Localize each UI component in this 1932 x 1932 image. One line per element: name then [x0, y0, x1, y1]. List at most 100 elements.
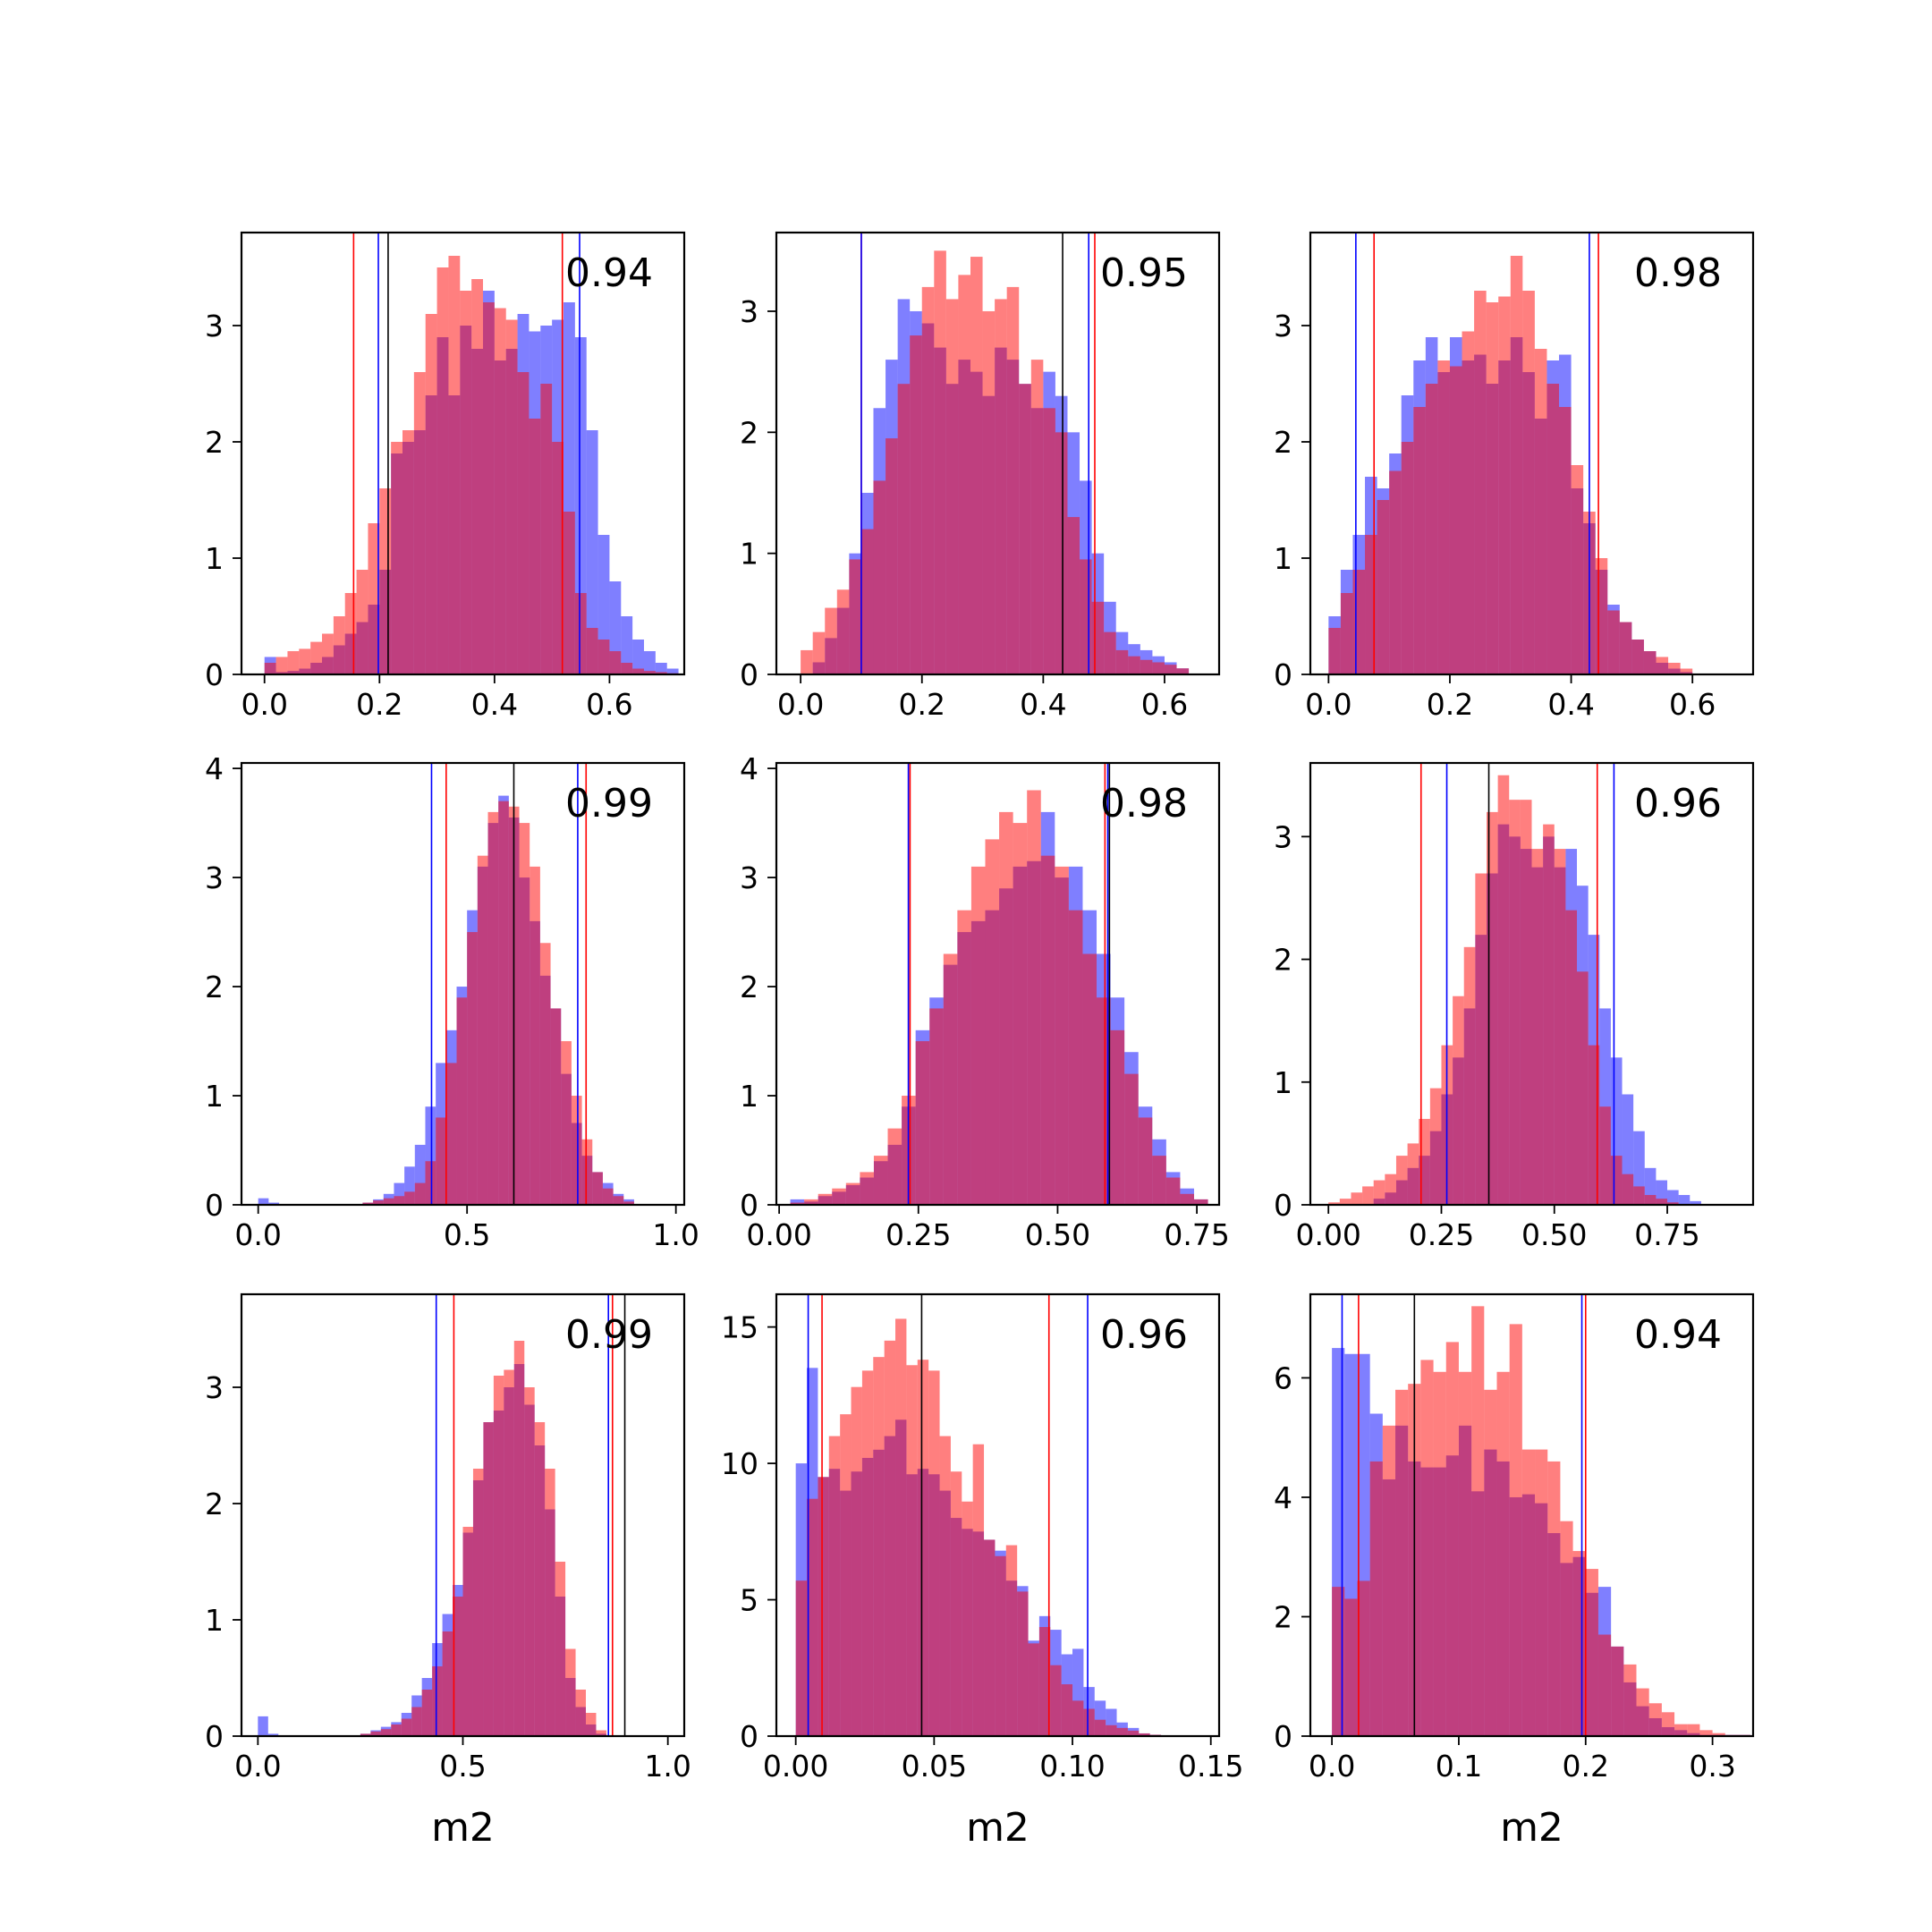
red-histogram-bar: [917, 1360, 929, 1736]
red-histogram-bar: [411, 1707, 422, 1736]
y-tick-label: 2: [205, 425, 224, 460]
red-histogram-bar: [1425, 384, 1438, 674]
red-histogram-bar: [1115, 649, 1129, 674]
y-tick-label: 1: [205, 1603, 224, 1638]
y-tick-label: 2: [740, 970, 758, 1004]
red-histogram-bar: [836, 589, 850, 674]
annotation-value: 0.98: [1634, 250, 1722, 296]
red-histogram-bar: [1040, 855, 1055, 1205]
annotation-value: 0.99: [565, 1312, 653, 1358]
red-histogram-bar: [929, 1008, 944, 1205]
axes-frame: [775, 1292, 1221, 1738]
red-histogram-bar: [1106, 1724, 1117, 1736]
red-histogram-bar: [1510, 256, 1523, 674]
y-tick-label: 0: [205, 657, 224, 692]
y-tick-label: 3: [740, 860, 758, 895]
red-histogram-bar: [383, 1198, 394, 1205]
red-histogram-bar: [550, 1008, 562, 1205]
x-tick-label: 0.0: [234, 1217, 281, 1252]
red-histogram-bar: [828, 1436, 841, 1736]
blue-histogram-bar: [1678, 1195, 1690, 1205]
bars-group: [264, 233, 679, 674]
red-histogram-bar: [832, 1188, 846, 1205]
red-histogram-bar: [860, 529, 874, 674]
red-histogram-bar: [1080, 559, 1092, 674]
axes-frame: [1309, 1292, 1755, 1738]
red-histogram-bar: [1633, 1186, 1645, 1205]
red-histogram-bar: [519, 823, 530, 1205]
x-tick-label: 0.0: [234, 1749, 281, 1784]
y-tick-label: 0: [740, 1719, 758, 1754]
y-tick-label: 3: [205, 1370, 224, 1405]
red-histogram-bar: [804, 1199, 818, 1205]
red-histogram-bar: [1546, 384, 1560, 674]
blue-histogram-bar: [644, 651, 656, 674]
red-histogram-bar: [1395, 1389, 1409, 1736]
red-histogram-bar: [597, 640, 610, 674]
x-tick-label: 0.10: [1039, 1749, 1105, 1784]
red-histogram-bar: [945, 299, 959, 674]
red-histogram-bar: [1043, 408, 1055, 674]
red-histogram-bar: [1061, 1684, 1073, 1736]
subplot-1: 0.0 0.2 0.4 0.6 0 1 2 3 0.94: [205, 231, 686, 722]
red-histogram-bar: [957, 910, 971, 1205]
axes-frame: [775, 231, 1221, 676]
red-histogram-bar: [1610, 1156, 1623, 1205]
y-tick-label: 0: [740, 657, 758, 692]
blue-histogram-bar: [1633, 1131, 1645, 1205]
red-histogram-bar: [928, 1370, 940, 1736]
x-tick-label: 0.4: [1547, 687, 1594, 722]
red-histogram-bar: [1110, 1030, 1125, 1205]
red-histogram-bar: [565, 1648, 576, 1736]
red-histogram-bar: [442, 1631, 453, 1736]
red-histogram-bar: [1667, 1202, 1679, 1205]
x-tick-label: 0.2: [898, 687, 945, 722]
red-histogram-bar: [602, 1188, 614, 1205]
red-histogram-bar: [413, 372, 426, 674]
subplot-3: 0.0 0.2 0.4 0.6 0 1 2 3 0.98: [1274, 231, 1755, 722]
red-histogram-bar: [571, 1096, 582, 1205]
x-tick-label: 0.0: [1305, 687, 1352, 722]
red-histogram-bar: [574, 593, 587, 674]
y-tick-label: 4: [1274, 1480, 1292, 1515]
red-histogram-bar: [1585, 1569, 1598, 1736]
red-histogram-bar: [1152, 1156, 1166, 1205]
annotation-value: 0.94: [565, 250, 653, 296]
blue-histogram-bar: [404, 1166, 415, 1205]
red-histogram-bar: [972, 1444, 985, 1736]
subplot-5: 0.00 0.25 0.50 0.75 0 1 2 3 4 0.98: [740, 751, 1230, 1252]
red-histogram-bar: [401, 1718, 412, 1736]
x-tick-label: 0.00: [763, 1749, 828, 1784]
red-histogram-bar: [425, 1161, 436, 1205]
red-histogram-bar: [1509, 800, 1521, 1205]
blue-histogram-bar: [655, 663, 667, 674]
red-histogram-bar: [1509, 1324, 1522, 1736]
x-tick-label: 0.50: [1521, 1217, 1587, 1252]
red-histogram-bar: [1176, 668, 1190, 674]
red-histogram-bar: [1128, 656, 1140, 674]
x-tick-label: 0.0: [1309, 1749, 1355, 1784]
red-histogram-bar: [333, 616, 345, 674]
red-histogram-bar: [1572, 1551, 1586, 1736]
x-tick-label: 0.2: [356, 687, 402, 722]
red-histogram-bar: [790, 1202, 805, 1205]
red-histogram-bar: [1116, 1727, 1128, 1736]
red-histogram-bar: [540, 384, 553, 674]
red-histogram-bar: [887, 1128, 902, 1205]
y-tick-label: 1: [1274, 1065, 1292, 1100]
red-histogram-bar: [1521, 1449, 1536, 1736]
y-tick-label: 4: [205, 751, 224, 786]
x-tick-label: 0.6: [1141, 687, 1188, 722]
red-histogram-bar: [1140, 659, 1153, 674]
red-histogram-bar: [586, 1713, 597, 1736]
red-histogram-bar: [1420, 1360, 1434, 1736]
red-histogram-bar: [1668, 663, 1681, 674]
bars-group: [790, 763, 1208, 1205]
red-histogram-bar: [934, 250, 946, 674]
red-histogram-bar: [1433, 1371, 1446, 1736]
x-tick-label: 0.0: [241, 687, 287, 722]
red-histogram-bar: [487, 811, 499, 1205]
red-histogram-bar: [1328, 1202, 1340, 1205]
blue-histogram-bar: [414, 1144, 426, 1205]
red-histogram-bar: [1577, 971, 1589, 1205]
